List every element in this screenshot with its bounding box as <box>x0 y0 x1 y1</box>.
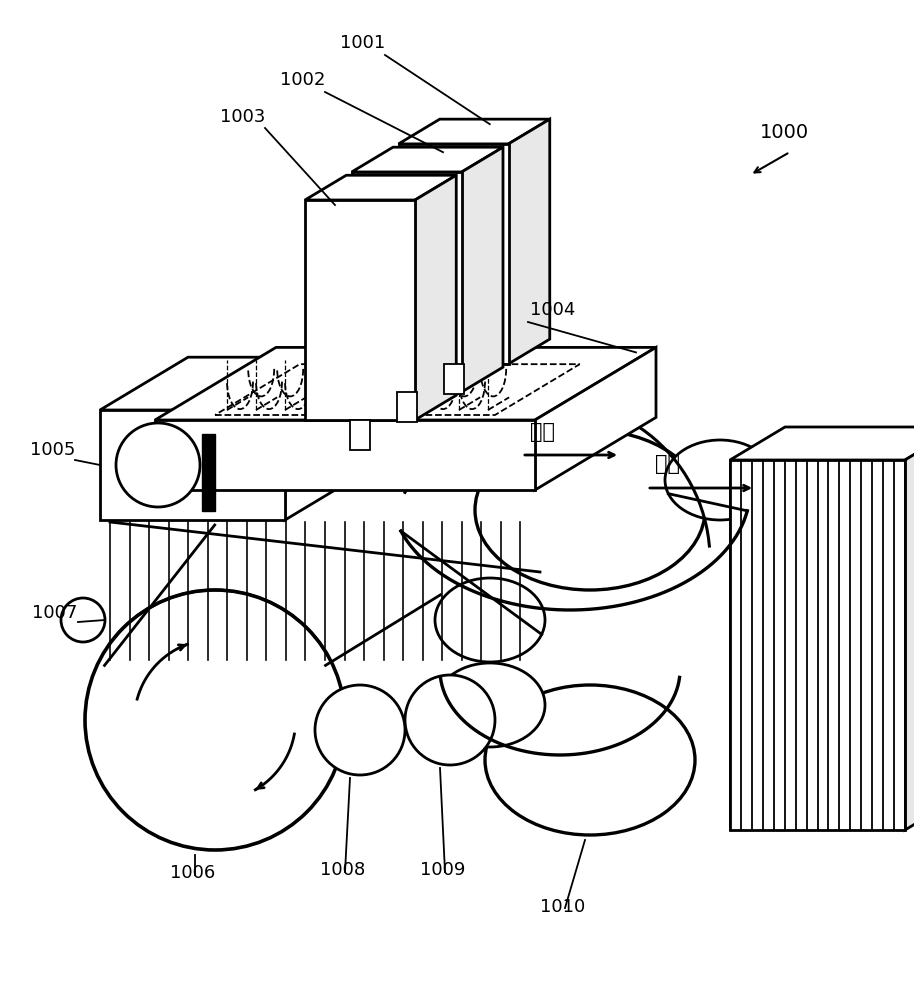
Text: 1002: 1002 <box>280 71 325 89</box>
Polygon shape <box>730 460 905 830</box>
Text: 延伸: 延伸 <box>530 422 555 442</box>
Polygon shape <box>285 357 373 520</box>
Polygon shape <box>305 200 415 420</box>
Text: 1000: 1000 <box>760 123 809 142</box>
Polygon shape <box>352 172 462 392</box>
Polygon shape <box>352 147 503 172</box>
Text: 1010: 1010 <box>540 898 585 916</box>
Text: 1008: 1008 <box>320 861 366 879</box>
Polygon shape <box>905 427 914 830</box>
Bar <box>350 420 370 450</box>
Polygon shape <box>462 147 503 392</box>
Polygon shape <box>100 357 373 410</box>
Bar <box>397 392 417 422</box>
Text: 1003: 1003 <box>220 108 265 126</box>
Polygon shape <box>155 347 656 420</box>
Ellipse shape <box>475 430 705 590</box>
Text: 1006: 1006 <box>170 864 216 882</box>
Text: 1009: 1009 <box>420 861 465 879</box>
Text: 1004: 1004 <box>530 301 576 319</box>
Polygon shape <box>155 420 535 490</box>
Circle shape <box>85 590 345 850</box>
Bar <box>202 434 215 511</box>
Bar <box>443 364 463 394</box>
Circle shape <box>315 685 405 775</box>
Ellipse shape <box>435 663 545 747</box>
Polygon shape <box>535 347 656 490</box>
Ellipse shape <box>435 578 545 662</box>
Text: 1005: 1005 <box>30 441 75 459</box>
Ellipse shape <box>485 685 695 835</box>
Polygon shape <box>508 119 549 364</box>
Polygon shape <box>100 410 285 520</box>
Circle shape <box>61 598 105 642</box>
Polygon shape <box>399 144 508 364</box>
Text: 延伸: 延伸 <box>655 454 680 474</box>
Polygon shape <box>415 175 456 420</box>
Circle shape <box>405 675 495 765</box>
Polygon shape <box>305 175 456 200</box>
Text: 1007: 1007 <box>32 604 78 622</box>
Ellipse shape <box>665 440 775 520</box>
Circle shape <box>116 423 200 507</box>
Text: 1001: 1001 <box>340 34 385 52</box>
Polygon shape <box>399 119 549 144</box>
Polygon shape <box>730 427 914 460</box>
